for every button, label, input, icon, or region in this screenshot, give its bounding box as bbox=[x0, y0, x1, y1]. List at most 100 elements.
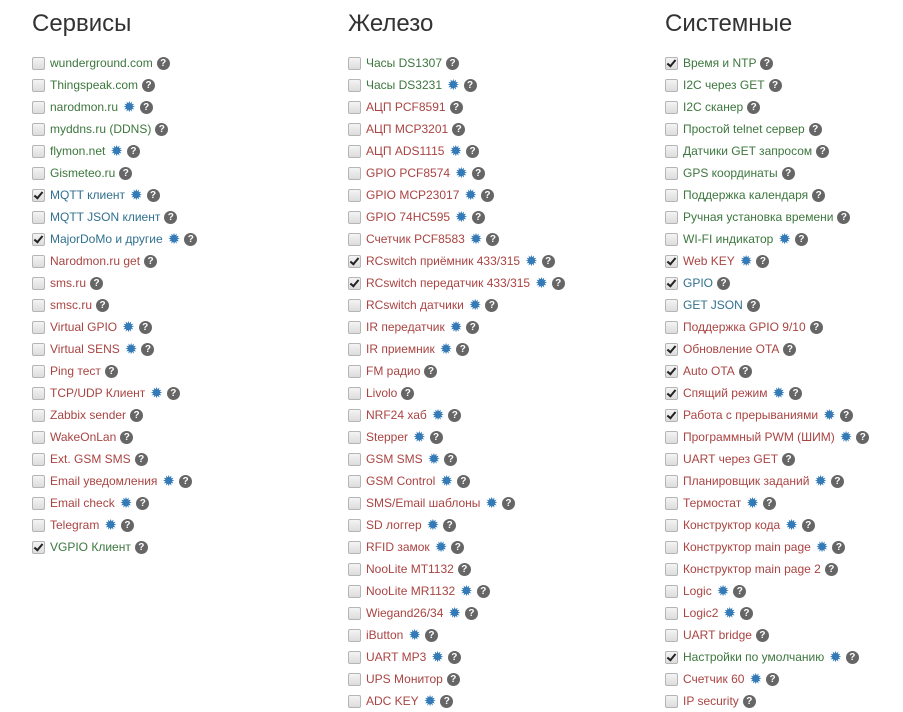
module-checkbox[interactable] bbox=[348, 320, 361, 334]
help-icon[interactable]: ? bbox=[480, 188, 494, 202]
module-link[interactable]: Простой telnet сервер bbox=[683, 122, 805, 136]
gear-icon[interactable]: ✹ bbox=[431, 648, 444, 666]
module-link[interactable]: Email уведомления bbox=[50, 474, 158, 488]
module-checkbox[interactable] bbox=[348, 562, 361, 576]
help-icon[interactable]: ? bbox=[452, 122, 466, 136]
module-checkbox[interactable] bbox=[665, 56, 678, 70]
gear-icon[interactable]: ✹ bbox=[104, 516, 117, 534]
module-link[interactable]: Работа с прерываниями bbox=[683, 408, 819, 422]
module-link[interactable]: IP security bbox=[683, 694, 739, 708]
module-link[interactable]: FM радио bbox=[366, 364, 421, 378]
module-checkbox[interactable] bbox=[32, 298, 45, 312]
module-checkbox[interactable] bbox=[665, 562, 678, 576]
gear-icon[interactable]: ✹ bbox=[449, 318, 463, 336]
gear-icon[interactable]: ✹ bbox=[119, 494, 133, 512]
help-icon[interactable]: ? bbox=[824, 562, 838, 576]
module-link[interactable]: UPS Монитор bbox=[366, 672, 443, 686]
module-checkbox[interactable] bbox=[665, 694, 678, 708]
help-icon[interactable]: ? bbox=[794, 232, 808, 246]
module-checkbox[interactable] bbox=[32, 210, 45, 224]
module-link[interactable]: Счетчик 60 bbox=[683, 672, 745, 686]
module-checkbox[interactable] bbox=[32, 474, 45, 488]
module-checkbox[interactable] bbox=[665, 210, 678, 224]
help-icon[interactable]: ? bbox=[424, 628, 438, 642]
help-icon[interactable]: ? bbox=[845, 650, 859, 664]
help-icon[interactable]: ? bbox=[156, 56, 170, 70]
module-link[interactable]: UART через GET bbox=[683, 452, 779, 466]
module-link[interactable]: Программный PWM (ШИМ) bbox=[683, 430, 835, 444]
help-icon[interactable]: ? bbox=[119, 166, 133, 180]
module-checkbox[interactable] bbox=[665, 452, 678, 466]
gear-icon[interactable]: ✹ bbox=[440, 472, 453, 490]
help-icon[interactable]: ? bbox=[837, 210, 851, 224]
help-icon[interactable]: ? bbox=[789, 386, 803, 400]
module-checkbox[interactable] bbox=[348, 672, 361, 686]
module-link[interactable]: Auto OTA bbox=[683, 364, 735, 378]
module-checkbox[interactable] bbox=[348, 496, 361, 510]
module-link[interactable]: WI-FI индикатор bbox=[683, 232, 774, 246]
module-link[interactable]: Logic bbox=[683, 584, 712, 598]
module-link[interactable]: wunderground.com bbox=[50, 56, 153, 70]
help-icon[interactable]: ? bbox=[816, 144, 830, 158]
help-icon[interactable]: ? bbox=[138, 320, 152, 334]
help-icon[interactable]: ? bbox=[463, 78, 477, 92]
module-link[interactable]: Livolo bbox=[366, 386, 398, 400]
module-link[interactable]: RFID замок bbox=[366, 540, 430, 554]
module-link[interactable]: Конструктор main page 2 bbox=[683, 562, 821, 576]
help-icon[interactable]: ? bbox=[471, 166, 485, 180]
module-checkbox[interactable] bbox=[665, 144, 678, 158]
module-checkbox[interactable] bbox=[32, 166, 45, 180]
module-link[interactable]: GSM Control bbox=[366, 474, 436, 488]
module-checkbox[interactable] bbox=[348, 430, 361, 444]
module-checkbox[interactable] bbox=[348, 298, 361, 312]
module-checkbox[interactable] bbox=[32, 518, 45, 532]
module-checkbox[interactable] bbox=[348, 188, 361, 202]
module-checkbox[interactable] bbox=[348, 386, 361, 400]
module-checkbox[interactable] bbox=[665, 606, 678, 620]
module-link[interactable]: Stepper bbox=[366, 430, 409, 444]
gear-icon[interactable]: ✹ bbox=[739, 252, 753, 270]
gear-icon[interactable]: ✹ bbox=[829, 648, 842, 666]
gear-icon[interactable]: ✹ bbox=[434, 538, 448, 556]
module-link[interactable]: Ручная установка времени bbox=[683, 210, 834, 224]
module-checkbox[interactable] bbox=[32, 232, 45, 246]
module-checkbox[interactable] bbox=[348, 694, 361, 708]
gear-icon[interactable]: ✹ bbox=[130, 186, 143, 204]
module-checkbox[interactable] bbox=[32, 254, 45, 268]
help-icon[interactable]: ? bbox=[760, 56, 774, 70]
help-icon[interactable]: ? bbox=[856, 430, 870, 444]
gear-icon[interactable]: ✹ bbox=[123, 98, 136, 116]
gear-icon[interactable]: ✹ bbox=[746, 494, 759, 512]
module-link[interactable]: Ext. GSM SMS bbox=[50, 452, 131, 466]
help-icon[interactable]: ? bbox=[456, 342, 470, 356]
help-icon[interactable]: ? bbox=[456, 474, 470, 488]
module-link[interactable]: Термостат bbox=[683, 496, 742, 510]
module-link[interactable]: Telegram bbox=[50, 518, 100, 532]
gear-icon[interactable]: ✹ bbox=[150, 384, 163, 402]
help-icon[interactable]: ? bbox=[755, 628, 769, 642]
module-link[interactable]: Планировщик заданий bbox=[683, 474, 810, 488]
gear-icon[interactable]: ✹ bbox=[839, 428, 853, 446]
module-checkbox[interactable] bbox=[665, 254, 678, 268]
help-icon[interactable]: ? bbox=[733, 584, 747, 598]
help-icon[interactable]: ? bbox=[96, 298, 109, 312]
gear-icon[interactable]: ✹ bbox=[413, 428, 426, 446]
help-icon[interactable]: ? bbox=[424, 364, 438, 378]
module-link[interactable]: UART MP3 bbox=[366, 650, 427, 664]
help-icon[interactable]: ? bbox=[738, 364, 752, 378]
module-checkbox[interactable] bbox=[348, 584, 361, 598]
module-link[interactable]: Logic2 bbox=[683, 606, 719, 620]
module-link[interactable]: GPS координаты bbox=[683, 166, 778, 180]
module-checkbox[interactable] bbox=[32, 188, 45, 202]
help-icon[interactable]: ? bbox=[448, 408, 462, 422]
module-link[interactable]: NRF24 хаб bbox=[366, 408, 427, 422]
module-checkbox[interactable] bbox=[32, 408, 45, 422]
gear-icon[interactable]: ✹ bbox=[455, 164, 468, 182]
help-icon[interactable]: ? bbox=[466, 320, 480, 334]
module-checkbox[interactable] bbox=[665, 100, 678, 114]
module-checkbox[interactable] bbox=[32, 56, 45, 70]
module-checkbox[interactable] bbox=[665, 408, 678, 422]
module-link[interactable]: WakeOnLan bbox=[50, 430, 117, 444]
module-link[interactable]: smsc.ru bbox=[50, 298, 92, 312]
module-checkbox[interactable] bbox=[665, 496, 678, 510]
